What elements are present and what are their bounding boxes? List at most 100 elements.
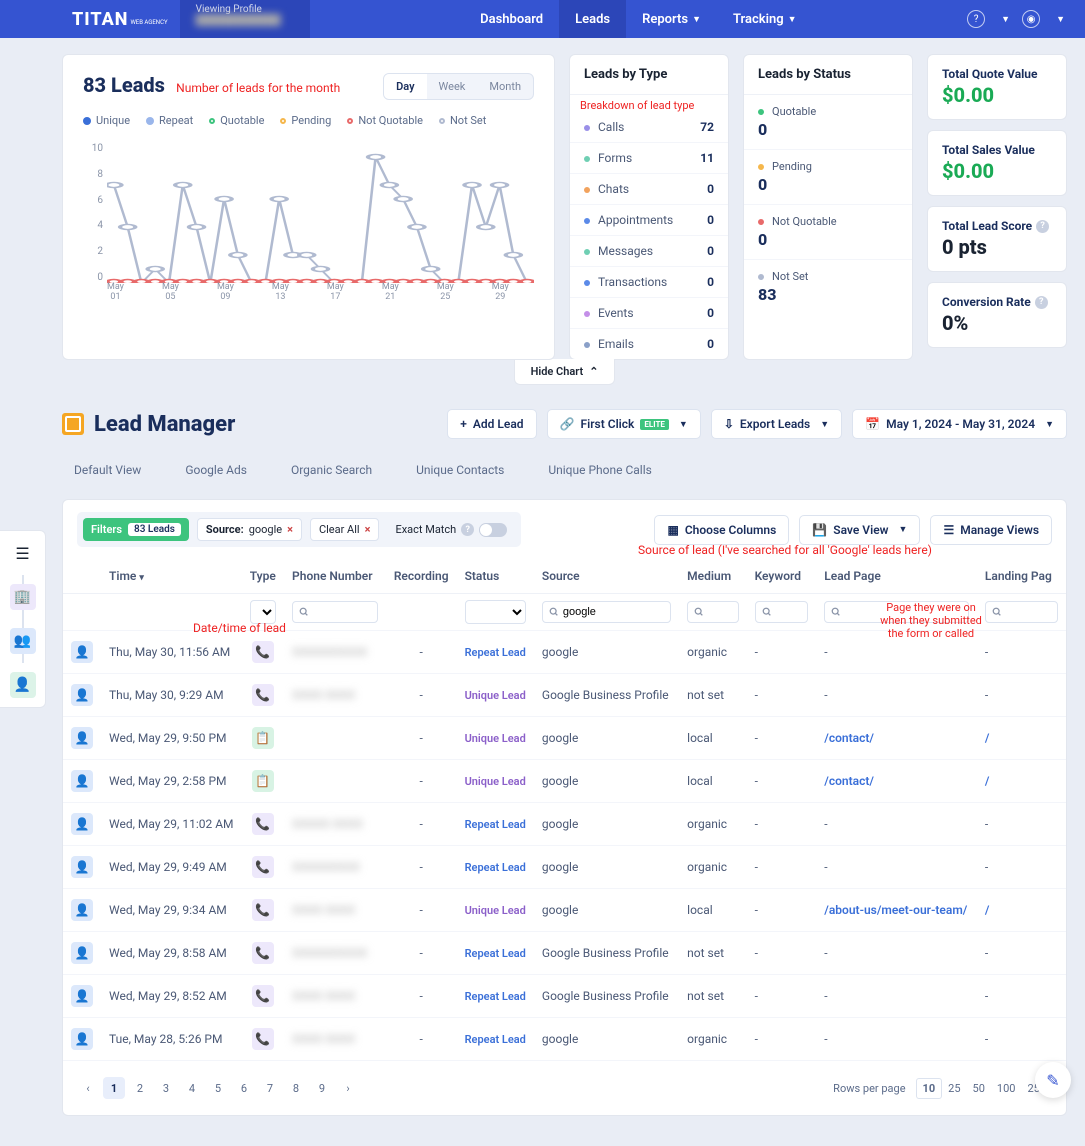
- page-button[interactable]: 9: [311, 1077, 333, 1099]
- view-tab[interactable]: Default View: [66, 453, 149, 487]
- menu-icon[interactable]: ☰: [15, 544, 29, 563]
- page-button[interactable]: 7: [259, 1077, 281, 1099]
- contact-icon[interactable]: 👤: [71, 985, 93, 1007]
- period-day[interactable]: Day: [384, 74, 426, 99]
- page-button[interactable]: 6: [233, 1077, 255, 1099]
- choose-columns-button[interactable]: ▦Choose Columns: [654, 515, 789, 545]
- page-button[interactable]: 3: [155, 1077, 177, 1099]
- legend-item[interactable]: Pending: [280, 114, 331, 127]
- status-block[interactable]: Not Quotable0: [744, 205, 912, 260]
- nav-leads[interactable]: Leads: [559, 0, 626, 38]
- table-row[interactable]: 👤 Wed, May 29, 8:52 AM 📞 XXXX XXXX - Rep…: [63, 975, 1066, 1018]
- filter-select[interactable]: [465, 600, 526, 624]
- fab-button[interactable]: ✎: [1035, 1062, 1071, 1098]
- status-block[interactable]: Not Set83: [744, 260, 912, 314]
- stat-row[interactable]: Appointments0: [570, 205, 728, 236]
- table-row[interactable]: 👤 Thu, May 30, 9:29 AM 📞 XXXX XXXX - Uni…: [63, 674, 1066, 717]
- users-icon[interactable]: 👥: [10, 628, 36, 654]
- table-row[interactable]: 👤 Wed, May 29, 8:58 AM 📞 XXXXXXXXXX - Re…: [63, 932, 1066, 975]
- date-range-button[interactable]: 📅May 1, 2024 - May 31, 2024▼: [852, 409, 1067, 439]
- table-row[interactable]: 👤 Wed, May 29, 9:34 AM 📞 XXXX XXXX - Uni…: [63, 889, 1066, 932]
- manage-views-button[interactable]: ☰Manage Views: [930, 515, 1052, 545]
- attribution-button[interactable]: 🔗First ClickELITE▼: [547, 409, 701, 439]
- column-header[interactable]: Keyword: [747, 559, 817, 594]
- filters-pill[interactable]: Filters 83 Leads: [83, 518, 189, 541]
- page-button[interactable]: 8: [285, 1077, 307, 1099]
- column-header[interactable]: Recording: [386, 559, 457, 594]
- table-row[interactable]: 👤 Wed, May 29, 11:02 AM 📞 XXXXX XXXX - R…: [63, 803, 1066, 846]
- save-view-button[interactable]: 💾Save View▼: [799, 515, 920, 545]
- contact-icon[interactable]: 👤: [71, 1028, 93, 1050]
- hide-chart-button[interactable]: Hide Chart⌃: [514, 359, 616, 385]
- contact-icon[interactable]: 👤: [71, 813, 93, 835]
- legend-item[interactable]: Quotable: [209, 114, 264, 127]
- export-button[interactable]: ⇩Export Leads▼: [711, 409, 842, 439]
- table-row[interactable]: 👤 Wed, May 29, 9:50 PM 📋 - Unique Lead g…: [63, 717, 1066, 760]
- stat-row[interactable]: Transactions0: [570, 267, 728, 298]
- period-week[interactable]: Week: [427, 74, 478, 99]
- user-icon[interactable]: ◉: [1022, 10, 1040, 28]
- view-tab[interactable]: Organic Search: [283, 453, 380, 487]
- stat-row[interactable]: Messages0: [570, 236, 728, 267]
- legend-item[interactable]: Repeat: [146, 114, 193, 127]
- legend-item[interactable]: Not Set: [439, 114, 486, 127]
- legend-item[interactable]: Unique: [83, 114, 130, 127]
- profile-selector[interactable]: Viewing Profile ████████████: [180, 0, 310, 38]
- help-icon[interactable]: ?: [967, 10, 985, 28]
- column-header[interactable]: Lead Page: [816, 559, 977, 594]
- page-button[interactable]: 2: [129, 1077, 151, 1099]
- table-row[interactable]: 👤 Wed, May 29, 2:58 PM 📋 - Unique Lead g…: [63, 760, 1066, 803]
- stat-row[interactable]: Calls72: [570, 112, 728, 143]
- nav-dashboard[interactable]: Dashboard: [464, 0, 559, 38]
- stat-row[interactable]: Emails0: [570, 329, 728, 359]
- column-header[interactable]: Phone Number: [284, 559, 386, 594]
- add-lead-button[interactable]: +Add Lead: [447, 409, 536, 439]
- page-button[interactable]: 4: [181, 1077, 203, 1099]
- stat-row[interactable]: Events0: [570, 298, 728, 329]
- filter-input[interactable]: [687, 601, 738, 623]
- column-header[interactable]: Landing Pag: [977, 559, 1066, 594]
- contact-icon[interactable]: 👤: [71, 899, 93, 921]
- clear-all-button[interactable]: Clear All ×: [310, 518, 379, 541]
- legend-item[interactable]: Not Quotable: [347, 114, 423, 127]
- stat-row[interactable]: Forms11: [570, 143, 728, 174]
- toggle-switch[interactable]: [479, 523, 507, 537]
- contact-icon[interactable]: 👤: [71, 727, 93, 749]
- contact-icon[interactable]: 👤: [71, 641, 93, 663]
- column-header[interactable]: Status: [457, 559, 534, 594]
- status-block[interactable]: Pending0: [744, 150, 912, 205]
- filter-input[interactable]: [755, 601, 809, 623]
- user-icon[interactable]: 👤: [10, 672, 36, 698]
- column-header[interactable]: Time ▾: [101, 559, 242, 594]
- info-icon[interactable]: ?: [1035, 296, 1048, 309]
- rows-per-page-option[interactable]: 25: [942, 1079, 966, 1098]
- status-block[interactable]: Quotable0: [744, 95, 912, 150]
- rows-per-page-option[interactable]: 10: [916, 1078, 943, 1099]
- remove-filter-icon[interactable]: ×: [287, 523, 293, 536]
- table-row[interactable]: 👤 Wed, May 29, 9:49 AM 📞 XXXXXXXXX - Rep…: [63, 846, 1066, 889]
- column-header[interactable]: Medium: [679, 559, 746, 594]
- nav-reports[interactable]: Reports ▼: [626, 0, 717, 38]
- stat-row[interactable]: Chats0: [570, 174, 728, 205]
- view-tab[interactable]: Unique Contacts: [408, 453, 512, 487]
- filter-input[interactable]: [292, 601, 378, 623]
- page-button[interactable]: 1: [103, 1077, 125, 1099]
- view-tab[interactable]: Google Ads: [177, 453, 255, 487]
- page-button[interactable]: 5: [207, 1077, 229, 1099]
- prev-page[interactable]: ‹: [77, 1077, 99, 1099]
- rows-per-page-option[interactable]: 100: [991, 1079, 1022, 1098]
- next-page[interactable]: ›: [337, 1077, 359, 1099]
- contact-icon[interactable]: 👤: [71, 942, 93, 964]
- exact-match-toggle[interactable]: Exact Match ?: [387, 519, 515, 541]
- rows-per-page-option[interactable]: 50: [967, 1079, 991, 1098]
- filter-input[interactable]: [542, 601, 671, 623]
- contact-icon[interactable]: 👤: [71, 856, 93, 878]
- contact-icon[interactable]: 👤: [71, 770, 93, 792]
- filter-input[interactable]: [985, 601, 1058, 623]
- column-header[interactable]: [63, 559, 101, 594]
- column-header[interactable]: Type: [242, 559, 285, 594]
- view-tab[interactable]: Unique Phone Calls: [540, 453, 659, 487]
- building-icon[interactable]: 🏢: [10, 584, 36, 610]
- info-icon[interactable]: ?: [1036, 220, 1049, 233]
- contact-icon[interactable]: 👤: [71, 684, 93, 706]
